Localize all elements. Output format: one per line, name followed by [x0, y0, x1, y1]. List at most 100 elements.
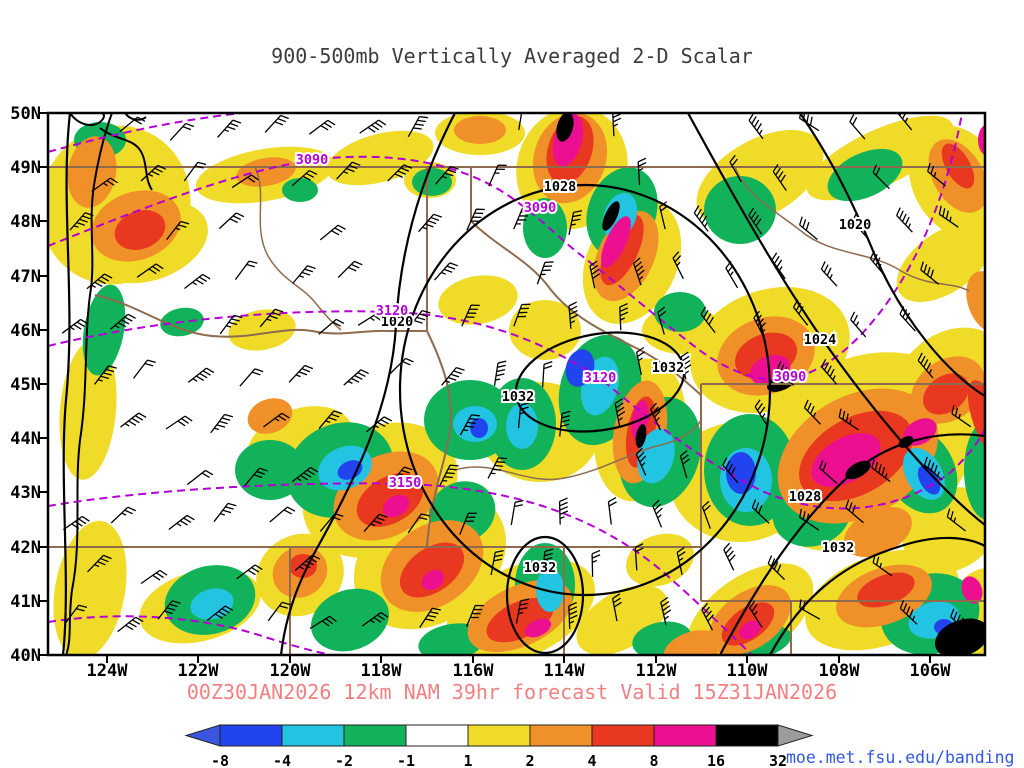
- wind-barb: [635, 346, 646, 375]
- wind-barb: [366, 416, 393, 433]
- wind-barb: [927, 163, 946, 187]
- wind-barb: [513, 303, 531, 327]
- wind-barb: [168, 514, 195, 531]
- wind-barb: [568, 601, 578, 630]
- wind-barb: [923, 456, 943, 481]
- wind-barb: [294, 554, 321, 572]
- wind-barb: [184, 273, 211, 290]
- wind-barb: [607, 497, 617, 525]
- wind-barb: [61, 318, 89, 334]
- colorbar-band: [343, 724, 407, 747]
- lat-label: 41N: [10, 592, 41, 612]
- height-contour-label: 3120: [376, 303, 409, 319]
- lat-label: 44N: [10, 429, 41, 449]
- wind-barb: [701, 602, 714, 631]
- wind-barb: [803, 399, 822, 425]
- wind-barb: [461, 304, 480, 327]
- wind-barb: [236, 564, 263, 580]
- wind-barb: [558, 497, 569, 525]
- wind-barb: [140, 164, 166, 182]
- lon-label: 112W: [636, 661, 678, 681]
- lon-axis-labels: 124W 122W 120W 118W 116W 114W 112W 110W …: [87, 661, 952, 681]
- wind-barb: [568, 301, 579, 329]
- wind-barb: [140, 569, 168, 585]
- wind-barb: [657, 306, 667, 335]
- wind-barb: [213, 502, 237, 523]
- colorbar-band: [529, 724, 593, 747]
- wind-barb: [676, 546, 686, 575]
- wind-barb: [872, 554, 893, 577]
- wind-barb: [166, 220, 190, 241]
- wind-barb: [819, 459, 838, 484]
- wind-barb: [94, 365, 117, 385]
- wind-barb: [614, 398, 626, 427]
- wind-barb: [359, 119, 387, 134]
- wind-barb: [722, 457, 739, 484]
- wind-barb: [239, 368, 264, 387]
- state-borders: [49, 166, 984, 654]
- wind-barb: [510, 499, 524, 526]
- colorbar-tick-label: 32: [769, 752, 787, 768]
- wind-barb: [459, 414, 481, 436]
- wind-barb: [748, 207, 763, 235]
- wind-barb: [86, 273, 113, 290]
- wind-barb: [87, 554, 112, 573]
- wind-barb: [418, 213, 443, 233]
- mslp-contour-label: 1020: [381, 314, 414, 330]
- height-contour-label: 3090: [524, 200, 557, 216]
- wind-barb: [292, 265, 316, 284]
- lat-label: 47N: [10, 267, 41, 287]
- lat-label: 48N: [10, 212, 41, 232]
- wind-barb: [64, 604, 88, 625]
- wind-barb: [869, 250, 886, 277]
- wind-barb: [850, 311, 867, 338]
- wind-barb: [119, 116, 146, 133]
- wind-barb: [751, 499, 770, 524]
- wind-barb: [589, 260, 601, 289]
- wind-barb: [632, 257, 645, 286]
- wind-barb: [754, 399, 769, 427]
- wind-barb: [309, 615, 337, 630]
- wind-barb: [568, 210, 583, 236]
- title-line-1: 900-500mb Vertically Averaged 2-D Scalar: [271, 44, 753, 68]
- colorbar-tick-label: 1: [463, 752, 472, 768]
- wind-barb: [612, 114, 622, 137]
- wind-barb: [291, 466, 319, 483]
- wind-barb: [206, 605, 234, 621]
- colorbar-band: [467, 724, 531, 747]
- wind-barb: [896, 114, 913, 131]
- colorbar-band: [715, 724, 779, 747]
- wind-barb: [541, 361, 553, 388]
- wind-barb: [117, 616, 144, 633]
- lat-label: 40N: [10, 646, 41, 666]
- colorbar-tick-label: 16: [707, 752, 725, 768]
- wind-barb: [343, 369, 369, 386]
- wind-barb: [308, 119, 336, 135]
- mslp-contour-label: 1032: [652, 360, 685, 376]
- wind-barb: [120, 412, 147, 428]
- lon-label: 118W: [361, 661, 403, 681]
- wind-barb: [337, 260, 363, 279]
- colorbar-band: [219, 724, 283, 747]
- wind-barb: [723, 542, 736, 571]
- wind-barb: [465, 604, 484, 628]
- wind-barb: [466, 208, 485, 231]
- wind-barb-layer: [61, 114, 972, 634]
- wind-barb: [110, 506, 136, 524]
- forecast-caption: 00Z30JAN2026 12km NAM 39hr forecast Vali…: [186, 680, 838, 704]
- colorbar-tick-label: -4: [273, 752, 291, 768]
- wind-barb: [459, 512, 477, 535]
- credit-link[interactable]: moe.met.fsu.edu/banding: [786, 748, 1015, 767]
- wind-barb: [619, 302, 629, 331]
- wind-barb: [490, 550, 504, 576]
- colorbar-tick-label: 2: [525, 752, 534, 768]
- lon-label: 114W: [544, 661, 586, 681]
- mslp-contours: [61, 114, 984, 654]
- colorbar-arrow-left: [184, 724, 221, 747]
- height-contour-label: 3120: [584, 370, 617, 386]
- wind-barb: [920, 261, 940, 285]
- wind-barb: [407, 309, 431, 330]
- wind-barb: [69, 212, 94, 231]
